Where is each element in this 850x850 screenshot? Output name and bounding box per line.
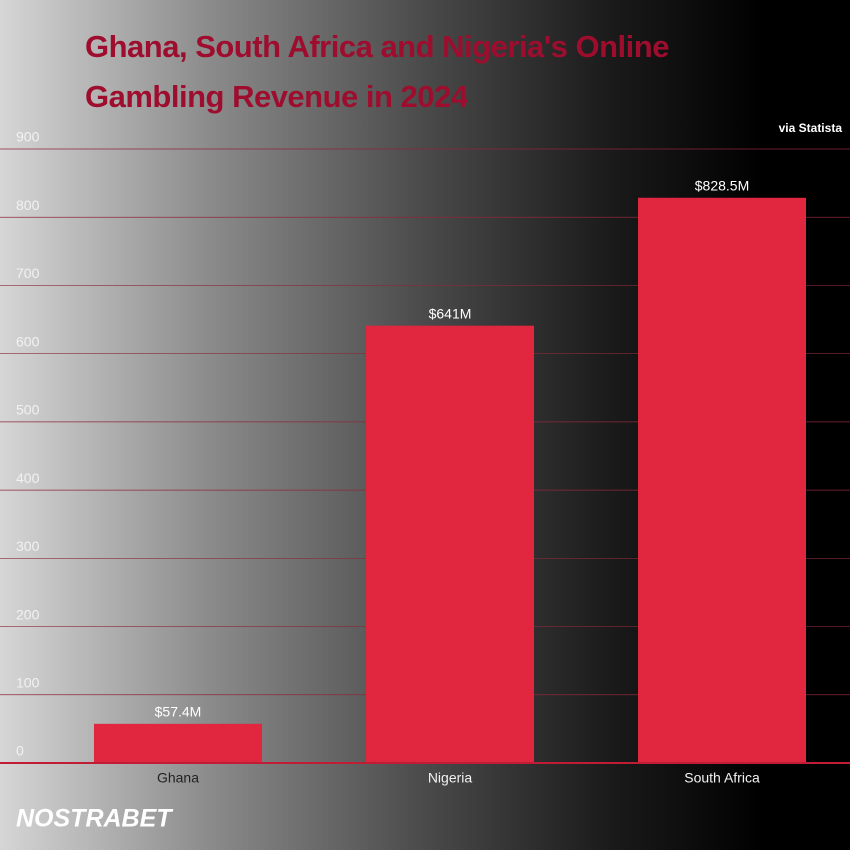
bar [366, 325, 534, 763]
y-tick-label: 100 [16, 674, 40, 690]
chart-title: Ghana, South Africa and Nigeria's Online… [85, 29, 669, 114]
y-tick-label: 300 [16, 538, 40, 554]
y-tick-label: 800 [16, 197, 40, 213]
value-label: $641M [429, 305, 472, 321]
bar [94, 723, 262, 763]
x-tick-label: South Africa [684, 770, 760, 786]
y-tick-label: 700 [16, 265, 40, 281]
source: via Statista [779, 121, 843, 135]
logo: NOSTRABET [16, 805, 174, 833]
value-label: $828.5M [695, 177, 749, 193]
value-label: $57.4M [155, 704, 202, 720]
y-tick-label: 200 [16, 606, 40, 622]
y-tick-label: 400 [16, 470, 40, 486]
y-tick-label: 0 [16, 743, 24, 759]
y-tick-label: 600 [16, 333, 40, 349]
y-tick-label: 500 [16, 402, 40, 418]
x-tick-label: Nigeria [428, 770, 473, 786]
x-tick-label: Ghana [157, 770, 199, 786]
y-tick-label: 900 [16, 129, 40, 145]
bar [638, 197, 806, 764]
